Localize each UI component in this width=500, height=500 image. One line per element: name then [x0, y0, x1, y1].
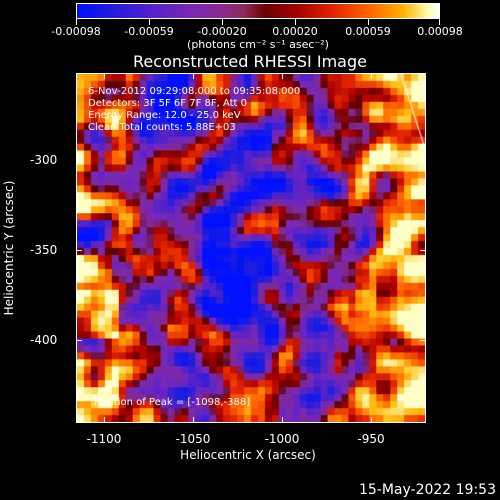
colorbar-label-1: -0.00098: [51, 25, 101, 38]
y-tick-mark: [76, 340, 82, 341]
x-tick-mark: [371, 73, 372, 79]
colorbar-tick: [76, 19, 77, 25]
y-tick-label: -400: [30, 333, 58, 347]
x-tick-mark: [371, 417, 372, 423]
time-range-text: 6-Nov-2012 09:29:08.000 to 09:35:08.000: [88, 86, 301, 97]
colorbar-tick: [222, 19, 223, 25]
y-tick-mark: [76, 250, 82, 251]
y-tick-mark: [420, 340, 426, 341]
x-tick-mark: [104, 73, 105, 79]
y-tick-mark: [420, 160, 426, 161]
rhessi-image-plot: [76, 73, 426, 423]
y-tick-label: -350: [30, 243, 58, 257]
clean-counts-text: Clean Total counts: 5.88E+03: [88, 122, 236, 133]
peak-position-text: Position of Peak = [-1098,-388]: [94, 397, 251, 408]
colorbar-label-3: -0.00020: [197, 25, 247, 38]
y-axis-label: Heliocentric Y (arcsec): [2, 180, 16, 316]
y-tick-mark: [76, 160, 82, 161]
image-title: Reconstructed RHESSI Image: [133, 52, 367, 71]
x-tick-mark: [282, 417, 283, 423]
energy-range-text: Energy Range: 12.0 - 25.0 keV: [88, 110, 241, 121]
colorbar-units: (photons cm⁻² s⁻¹ asec⁻²): [187, 38, 329, 51]
colorbar-label-2: -0.00059: [124, 25, 174, 38]
colorbar: [76, 3, 440, 19]
heatmap-image: [77, 74, 425, 422]
x-tick-mark: [282, 73, 283, 79]
x-tick-label: -1000: [264, 432, 300, 446]
x-tick-label: -1050: [175, 432, 211, 446]
y-tick-label: -300: [30, 153, 58, 167]
x-tick-mark: [193, 417, 194, 423]
colorbar-tick: [439, 19, 440, 25]
timestamp: 15-May-2022 19:53: [358, 482, 496, 498]
colorbar-tick: [295, 19, 296, 25]
colorbar-tick: [149, 19, 150, 25]
x-tick-label: -1100: [86, 432, 122, 446]
x-tick-mark: [104, 417, 105, 423]
colorbar-label-4: 0.00020: [272, 25, 318, 38]
colorbar-label-6: 0.00098: [417, 25, 463, 38]
y-tick-mark: [420, 250, 426, 251]
detectors-text: Detectors: 3F 5F 6F 7F 8F, Att 0: [88, 98, 248, 109]
x-tick-mark: [193, 73, 194, 79]
x-axis-label: Heliocentric X (arcsec): [180, 448, 316, 462]
colorbar-label-5: 0.00059: [345, 25, 391, 38]
colorbar-tick: [368, 19, 369, 25]
x-tick-label: -950: [357, 432, 385, 446]
